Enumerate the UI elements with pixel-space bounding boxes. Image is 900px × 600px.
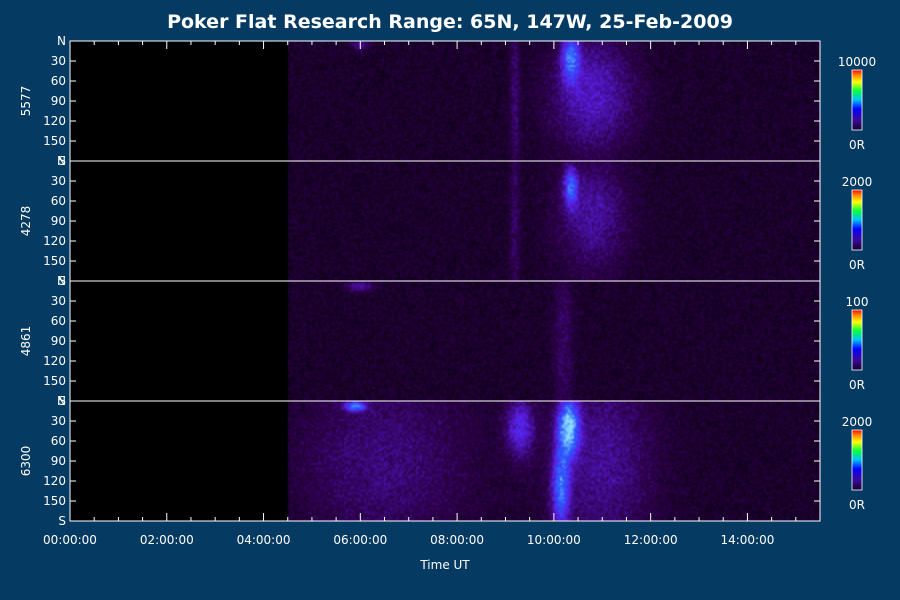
y-tick-label: 90 [51, 94, 66, 108]
y-tick-label: 30 [51, 54, 66, 68]
x-tick-label: 12:00:00 [624, 533, 678, 547]
y-tick-label: 120 [43, 234, 66, 248]
y-tick-label: 150 [43, 494, 66, 508]
x-tick-label: 10:00:00 [527, 533, 581, 547]
y-tick-label: 30 [51, 174, 66, 188]
panel-label: 4861 [19, 326, 33, 357]
x-axis-label: Time UT [419, 558, 470, 572]
y-tick-label: 120 [43, 114, 66, 128]
colorbar-max-label: 100 [846, 295, 869, 309]
y-tick-label: 60 [51, 194, 66, 208]
y-tick-label: S [58, 154, 66, 168]
colorbar-max-label: 10000 [838, 55, 876, 69]
colorbar-min-label: 0R [849, 258, 865, 272]
y-tick-label: N [57, 34, 66, 48]
x-axis: 00:00:00 02:00:00 04:00:00 06:00:00 08:00:00… [43, 41, 821, 547]
y-tick-label: 150 [43, 374, 66, 388]
colorbar-min-label: 0R [849, 378, 865, 392]
y-tick-label: N [57, 154, 66, 168]
panel-4278: N 30 60 90 120 150 S 4278 2000 0R [19, 154, 872, 288]
x-tick-label: 06:00:00 [333, 533, 387, 547]
colorbar [851, 189, 863, 251]
y-tick-label: 30 [51, 294, 66, 308]
y-tick-label: 90 [51, 334, 66, 348]
colorbar-min-label: 0R [849, 138, 865, 152]
y-tick-label: 150 [43, 134, 66, 148]
panel-heatmap-5577 [70, 41, 820, 161]
y-tick-label: 60 [51, 314, 66, 328]
chart-title: Poker Flat Research Range: 65N, 147W, 25… [167, 11, 733, 33]
x-tick-label: 14:00:00 [720, 533, 774, 547]
colorbar-max-label: 2000 [842, 415, 873, 429]
panel-4861: N 30 60 90 120 150 S 4861 100 0R [19, 274, 868, 408]
y-tick-label: 150 [43, 254, 66, 268]
x-tick-label: 04:00:00 [237, 533, 291, 547]
y-tick-label: S [58, 514, 66, 528]
colorbar [851, 69, 863, 131]
panel-heatmap-4861 [70, 281, 820, 401]
colorbar [851, 429, 863, 491]
colorbar-max-label: 2000 [842, 175, 873, 189]
y-tick-label: 60 [51, 74, 66, 88]
panel-6300: N 30 60 90 120 150 S 6300 2000 0R [19, 394, 872, 528]
x-tick-label: 08:00:00 [430, 533, 484, 547]
y-tick-label: 120 [43, 354, 66, 368]
y-tick-label: 60 [51, 434, 66, 448]
y-tick-label: 90 [51, 214, 66, 228]
panel-label: 5577 [19, 86, 33, 117]
y-tick-label: S [58, 394, 66, 408]
panel-heatmap-6300 [70, 401, 820, 521]
y-tick-label: S [58, 274, 66, 288]
y-tick-label: 120 [43, 474, 66, 488]
panel-heatmap-4278 [70, 161, 820, 281]
x-tick-label: 02:00:00 [140, 533, 194, 547]
y-tick-label: 30 [51, 414, 66, 428]
colorbar [851, 309, 863, 371]
x-tick-label: 00:00:00 [43, 533, 97, 547]
panel-5577: N 30 60 90 120 150 S 5577 10000 0R [19, 34, 876, 168]
panel-label: 4278 [19, 206, 33, 237]
panels: N 30 60 90 120 150 S 5577 10000 0R N 30 60 90 120 150 S 4… [19, 34, 876, 528]
y-tick-label: 90 [51, 454, 66, 468]
y-tick-label: N [57, 274, 66, 288]
colorbar-min-label: 0R [849, 498, 865, 512]
panel-label: 6300 [19, 446, 33, 477]
y-tick-label: N [57, 394, 66, 408]
